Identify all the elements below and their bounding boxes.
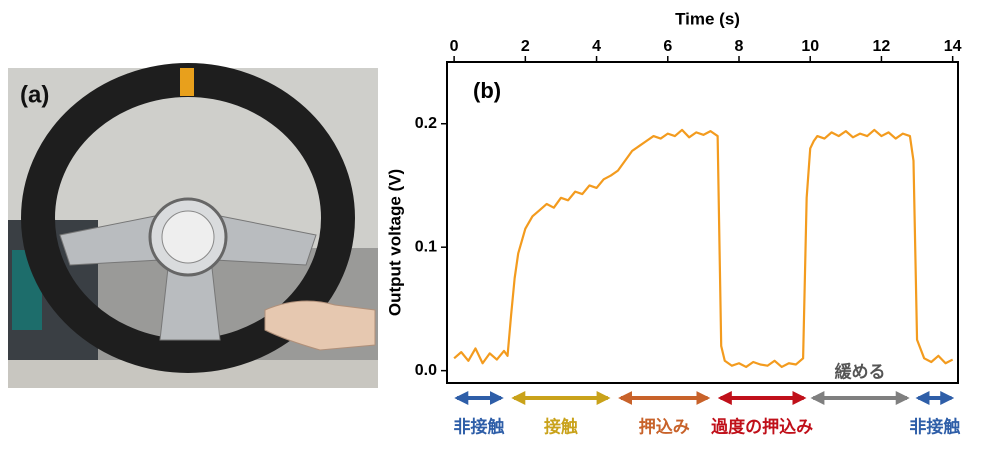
range-label: 非接触 [454, 416, 505, 436]
range-label: 押込み [639, 416, 690, 436]
x-tick-label: 0 [450, 38, 459, 55]
x-tick-label: 14 [944, 38, 962, 55]
y-axis-title: Output voltage (V) [385, 169, 404, 316]
x-tick-label: 4 [592, 38, 601, 55]
x-tick-label: 8 [735, 38, 744, 55]
panel-label: (b) [473, 78, 501, 103]
x-tick-label: 10 [801, 38, 819, 55]
x-tick-label: 12 [873, 38, 891, 55]
range-label: 緩める [835, 361, 886, 381]
panel-label: (a) [20, 81, 49, 108]
wheel-marker [180, 68, 194, 96]
data-line [454, 130, 953, 367]
x-tick-label: 6 [663, 38, 672, 55]
range-label: 接触 [544, 416, 578, 436]
photo: (a) [8, 68, 378, 388]
chart: Time (s) Output voltage (V) (b) 0 2 4 6 8 10 12 14… [385, 9, 961, 436]
y-tick-label: 0.0 [415, 362, 437, 379]
x-tick-label: 2 [521, 38, 530, 55]
figure: (a) Time (s) Output voltage (V) (b) 0 2 4 6 8 10… [0, 0, 985, 450]
plot-frame [447, 62, 958, 383]
x-axis-title: Time (s) [675, 9, 740, 28]
y-tick-label: 0.1 [415, 238, 437, 255]
y-tick-label: 0.2 [415, 115, 437, 132]
hub-center [162, 211, 214, 263]
range-label: 過度の押込み [711, 416, 813, 436]
range-label: 非接触 [909, 416, 960, 436]
